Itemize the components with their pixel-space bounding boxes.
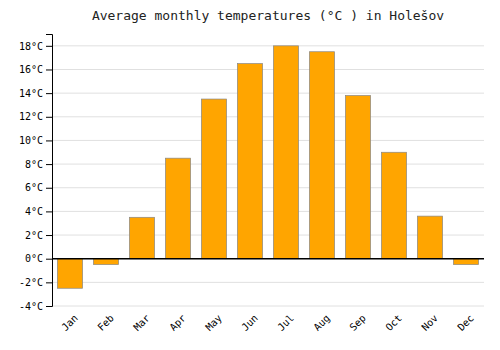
y-tick: 10°C xyxy=(19,135,52,146)
grid-line xyxy=(52,45,484,46)
y-tick-mark xyxy=(46,69,52,70)
y-tick: 6°C xyxy=(25,182,52,193)
y-tick: -2°C xyxy=(19,277,52,288)
x-tick: Apr xyxy=(167,312,188,333)
x-tick: Nov xyxy=(419,312,440,333)
y-tick-mark xyxy=(46,140,52,141)
grid-line xyxy=(52,282,484,283)
x-tick-label: Aug xyxy=(311,312,332,333)
grid-line xyxy=(52,306,484,307)
y-tick: 14°C xyxy=(19,88,52,99)
x-tick-label: Jun xyxy=(239,312,260,333)
y-tick-label: 4°C xyxy=(25,206,43,217)
grid-line xyxy=(52,211,484,212)
y-tick-label: 14°C xyxy=(19,88,43,99)
x-tick-label: Oct xyxy=(383,312,404,333)
y-tick-mark xyxy=(46,306,52,307)
bar xyxy=(417,216,442,259)
x-axis: Jan Feb Mar Apr May Jun Jul Aug Sep Oct Nov Dec xyxy=(59,312,476,333)
bar xyxy=(273,46,298,259)
x-tick-label: Nov xyxy=(419,312,440,333)
y-tick: 18°C xyxy=(19,41,52,52)
grid xyxy=(52,46,484,306)
y-axis: -4°C -2°C 0°C 2°C 4°C 6°C 8°C 10°C 12°C 14°C 16°C 1… xyxy=(19,35,53,312)
x-tick: Oct xyxy=(383,312,404,333)
y-tick-mark xyxy=(46,211,52,212)
y-tick-mark xyxy=(46,93,52,94)
x-tick: May xyxy=(203,312,224,333)
y-tick-label: 10°C xyxy=(19,135,43,146)
grid-line xyxy=(52,116,484,117)
y-tick-mark xyxy=(46,188,52,189)
x-tick-label: Mar xyxy=(131,312,152,333)
grid-line xyxy=(52,69,484,70)
grid-line xyxy=(52,140,484,141)
y-tick: 8°C xyxy=(25,159,52,170)
zero-line xyxy=(52,258,484,260)
y-tick: 0°C xyxy=(25,253,52,264)
bar xyxy=(57,259,82,289)
grid-line xyxy=(52,164,484,165)
y-tick-mark xyxy=(46,259,52,260)
x-tick: Jan xyxy=(59,312,80,333)
y-tick-label: 6°C xyxy=(25,182,43,193)
y-tick: 2°C xyxy=(25,230,52,241)
grid-line xyxy=(52,187,484,188)
bar xyxy=(165,158,190,259)
bar xyxy=(237,64,262,259)
bar xyxy=(309,52,334,259)
title: Average monthly temperatures (°C ) in Ho… xyxy=(92,8,444,23)
x-tick-label: Jul xyxy=(275,312,296,333)
y-axis-line xyxy=(46,35,53,307)
x-tick: Aug xyxy=(311,312,332,333)
x-tick: Sep xyxy=(347,312,368,333)
x-tick: Jun xyxy=(239,312,260,333)
plot: -4°C -2°C 0°C 2°C 4°C 6°C 8°C 10°C 12°C 14°C 16°C 1… xyxy=(19,35,484,333)
bar xyxy=(93,259,118,265)
y-tick-label: 16°C xyxy=(19,64,43,75)
x-tick: Feb xyxy=(95,312,116,333)
chart: -4°C -2°C 0°C 2°C 4°C 6°C 8°C 10°C 12°C 14°C 16°C 1… xyxy=(0,0,500,350)
grid-line xyxy=(52,93,484,94)
y-tick-mark xyxy=(46,282,52,283)
bar xyxy=(201,99,226,259)
y-tick-label: -2°C xyxy=(19,277,43,288)
x-tick-label: Sep xyxy=(347,312,368,333)
grid-line xyxy=(52,258,484,259)
x-tick-label: Dec xyxy=(455,312,476,333)
y-tick: 4°C xyxy=(25,206,52,217)
x-tick: Jul xyxy=(275,312,296,333)
x-tick-label: May xyxy=(203,312,224,333)
y-tick-mark xyxy=(46,46,52,47)
y-tick: 16°C xyxy=(19,64,52,75)
y-tick-label: 0°C xyxy=(25,253,43,264)
y-tick: 12°C xyxy=(19,111,52,122)
y-tick-mark xyxy=(46,235,52,236)
bar xyxy=(129,217,154,258)
y-tick: -4°C xyxy=(19,301,52,312)
bar xyxy=(381,152,406,258)
y-tick-label: -4°C xyxy=(19,301,43,312)
bars xyxy=(52,46,484,288)
y-tick-mark xyxy=(46,117,52,118)
x-tick: Dec xyxy=(455,312,476,333)
x-tick-label: Jan xyxy=(59,312,80,333)
x-tick-label: Apr xyxy=(167,312,188,333)
bar xyxy=(453,259,478,265)
bar xyxy=(345,95,370,258)
y-tick-label: 8°C xyxy=(25,159,43,170)
y-tick-label: 2°C xyxy=(25,230,43,241)
x-tick: Mar xyxy=(131,312,152,333)
y-tick-mark xyxy=(46,164,52,165)
y-tick-label: 12°C xyxy=(19,111,43,122)
y-tick-label: 18°C xyxy=(19,41,43,52)
x-tick-label: Feb xyxy=(95,312,116,333)
